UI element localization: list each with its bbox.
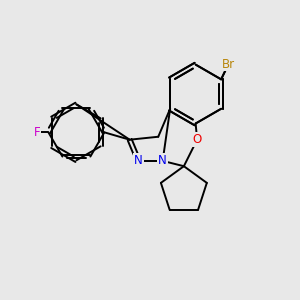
Text: F: F <box>34 126 40 139</box>
Text: Br: Br <box>222 58 235 70</box>
Text: N: N <box>158 154 167 167</box>
Text: O: O <box>193 133 202 146</box>
Text: Br: Br <box>222 58 235 70</box>
Text: N: N <box>134 154 143 167</box>
Text: N: N <box>134 154 143 167</box>
Text: F: F <box>34 126 40 139</box>
Text: N: N <box>158 154 167 167</box>
Text: O: O <box>193 133 202 146</box>
